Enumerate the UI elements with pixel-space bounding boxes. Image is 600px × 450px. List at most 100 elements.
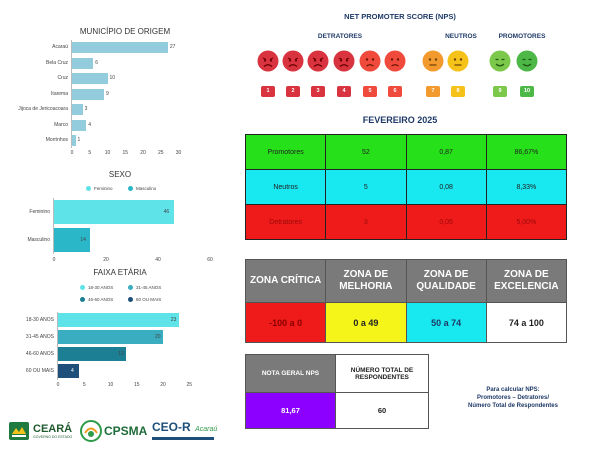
- category-label: Feminino: [29, 209, 50, 215]
- zones-header-row: ZONA CRÍTICA ZONA DE MELHORIA ZONA DE QUAL…: [244, 259, 568, 303]
- zone-header: ZONA DE QUALIDADE: [405, 259, 487, 303]
- legend-item: 60 OU MAIS: [128, 297, 161, 302]
- nota-table: NOTA GERAL NPS NÚMERO TOTAL DE RESPONDEN…: [245, 354, 429, 429]
- score-badge: 8: [451, 86, 465, 97]
- summary-ratio: 0,08: [405, 169, 487, 205]
- bar: [72, 104, 83, 115]
- score-badge: 4: [337, 86, 351, 97]
- score-badge: 7: [426, 86, 440, 97]
- bar: [72, 135, 76, 146]
- bar: [58, 364, 79, 378]
- category-label: Itarema: [51, 90, 68, 97]
- zone-header: ZONA DE MELHORIA: [325, 259, 407, 303]
- category-label: 46-60 ANOS: [25, 351, 54, 357]
- bar: [72, 73, 108, 84]
- legend-label: 46-60 ANOS: [88, 297, 114, 302]
- zones-table: ZONA CRÍTICA ZONA DE MELHORIA ZONA DE QUAL…: [244, 259, 568, 343]
- category-label: Acaraú: [52, 44, 68, 50]
- data-label: 27: [169, 44, 176, 50]
- tick-label: 20: [103, 257, 109, 263]
- legend-label: 18-30 ANOS: [88, 285, 114, 290]
- tick-label: 40: [155, 257, 161, 263]
- category-label: 31-45 ANOS: [25, 334, 54, 340]
- tick-label: 20: [140, 150, 146, 156]
- data-label: 14: [80, 237, 86, 243]
- summary-table: Promotores 52 0,87 86,67% Neutros 5 0,08 8,33% D…: [244, 134, 568, 240]
- faixa-axis: [57, 312, 58, 380]
- legend-swatch: [128, 285, 133, 290]
- formula-line-3: Número Total de Respondentes: [468, 403, 558, 409]
- score-badge: 2: [286, 86, 300, 97]
- bar: [72, 88, 104, 100]
- summary-category: Promotores: [244, 134, 327, 170]
- ceor-logo-city: Acaraú: [195, 426, 218, 433]
- detratores-label: DETRATORES: [317, 33, 363, 40]
- emoji-face-icon: [384, 50, 406, 72]
- ceara-logo-subtext: GOVERNO DO ESTADO: [33, 435, 73, 439]
- tick-label: 0: [52, 257, 56, 263]
- data-label: 46: [163, 209, 170, 215]
- summary-ratio: 0,05: [405, 204, 487, 240]
- category-label: Masculino: [27, 237, 50, 243]
- municipio-axis: [71, 40, 72, 148]
- nps-formula: Para calcular NPS: Promotores – Detrator…: [448, 386, 578, 410]
- data-label: 4: [88, 121, 91, 128]
- score-badge: 5: [363, 86, 377, 97]
- summary-row: Detratores 3 0,05 5,00%: [244, 204, 568, 240]
- tick-label: 10: [107, 382, 114, 388]
- cpsma-emblem-icon: [80, 420, 102, 442]
- category-label: 18-30 ANOS: [25, 317, 54, 323]
- sexo-title: SEXO: [108, 170, 132, 179]
- summary-category: Detratores: [244, 204, 327, 240]
- tick-label: 30: [175, 150, 182, 156]
- nota-value: 81,67: [245, 392, 336, 429]
- summary-row: Promotores 52 0,87 86,67%: [244, 134, 568, 170]
- nps-title: NET PROMOTER SCORE (NPS): [344, 12, 456, 21]
- cpsma-logo-text: CPSMA: [104, 424, 148, 438]
- bar: [58, 347, 127, 361]
- data-label: 23: [170, 317, 177, 323]
- emoji-face-icon: [489, 50, 511, 72]
- category-label: 60 OU MAIS: [25, 368, 54, 374]
- category-label: Bela Cruz: [46, 59, 68, 66]
- promotores-label: PROMOTORES: [498, 33, 546, 40]
- emoji-face-icon: [447, 50, 469, 72]
- tick-label: 60: [207, 257, 213, 263]
- data-label: 6: [95, 59, 99, 66]
- bar: [72, 119, 87, 131]
- tick-label: 5: [82, 382, 86, 388]
- summary-count: 3: [325, 204, 407, 240]
- nota-header: NOTA GERAL NPS: [245, 354, 336, 393]
- data-label: 20: [155, 334, 161, 340]
- tick-label: 10: [104, 150, 111, 156]
- ceor-logo-underline: [152, 437, 214, 440]
- logo-ceor: CEO-R Acaraú: [152, 418, 217, 440]
- emoji-face-icon: [307, 50, 329, 72]
- score-badge: 6: [388, 86, 402, 97]
- legend-item: 31-45 ANOS: [128, 285, 161, 290]
- bar: [72, 57, 94, 69]
- zone-header: ZONA CRÍTICA: [244, 259, 327, 303]
- summary-percent: 8,33%: [485, 169, 568, 205]
- legend-swatch: [128, 297, 133, 302]
- bar: [72, 42, 168, 53]
- category-label: Morrinhos: [45, 137, 68, 143]
- tick-label: 5: [88, 150, 92, 156]
- emoji-face-icon: [359, 50, 381, 72]
- tick-label: 25: [186, 382, 193, 388]
- logo-cpsma: CPSMA: [80, 420, 147, 442]
- respondentes-header: NÚMERO TOTAL DE RESPONDENTES: [335, 354, 429, 393]
- summary-ratio: 0,87: [405, 134, 487, 170]
- emoji-face-icon: [257, 50, 279, 72]
- ceara-logo-text: CEARÁ: [33, 423, 73, 435]
- municipio-title: MUNICÍPIO DE ORIGEM: [79, 27, 171, 36]
- score-badge: 9: [493, 86, 507, 97]
- category-label: Marco: [54, 121, 68, 128]
- bar: [54, 228, 91, 252]
- summary-percent: 5,00%: [485, 204, 568, 240]
- sexo-axis: [53, 198, 54, 254]
- neutros-label: NEUTROS: [445, 33, 477, 40]
- legend-swatch: [86, 186, 91, 191]
- legend-label: 31-45 ANOS: [136, 285, 162, 290]
